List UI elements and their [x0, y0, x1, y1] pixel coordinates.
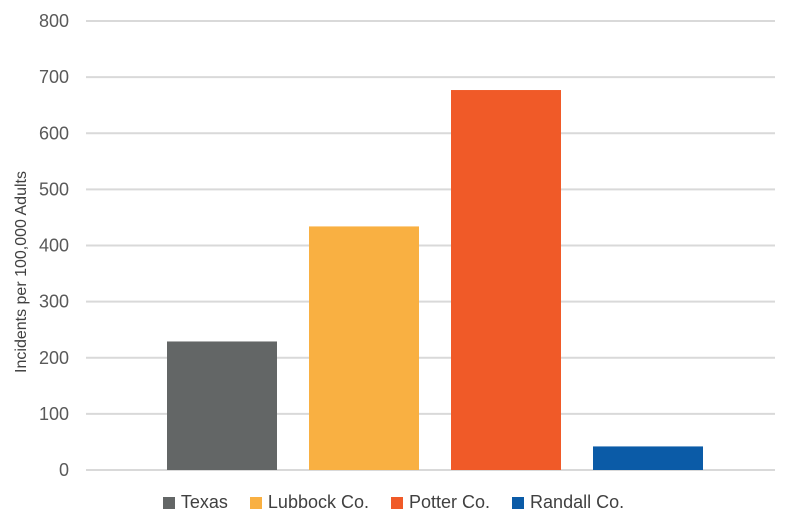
y-tick-label: 700	[39, 67, 69, 87]
bar-potter-co	[451, 90, 561, 470]
legend-item: Potter Co.	[391, 492, 490, 513]
bar-randall-co	[593, 446, 703, 470]
legend-item: Lubbock Co.	[249, 492, 369, 513]
y-tick-label: 200	[39, 348, 69, 368]
bar-lubbock-co	[309, 226, 419, 470]
legend-item: Randall Co.	[512, 492, 624, 513]
bar-texas	[167, 341, 277, 470]
legend-swatch	[391, 496, 403, 509]
legend-label: Randall Co.	[530, 492, 625, 512]
y-tick-labels: 0 100 200 300 400 500 600 700 800	[39, 11, 69, 480]
y-tick-label: 100	[39, 404, 69, 424]
legend-item: Texas	[162, 492, 228, 513]
legend-swatch	[249, 496, 262, 509]
legend: Texas Lubbock Co. Potter Co. Randall Co.	[0, 492, 787, 513]
y-tick-label: 300	[39, 292, 69, 312]
legend-label: Potter Co.	[409, 492, 491, 512]
y-tick-label: 400	[39, 236, 69, 256]
legend-label: Texas	[180, 492, 228, 512]
y-tick-label: 800	[39, 11, 69, 31]
legend-label: Lubbock Co.	[267, 492, 369, 512]
legend-swatch	[162, 496, 175, 509]
bars	[167, 90, 703, 470]
y-axis-title: Incidents per 100,000 Adults	[13, 171, 30, 373]
legend-swatch	[512, 496, 525, 509]
y-tick-label: 0	[59, 460, 69, 480]
y-tick-label: 500	[39, 179, 69, 199]
y-tick-label: 600	[39, 123, 69, 143]
